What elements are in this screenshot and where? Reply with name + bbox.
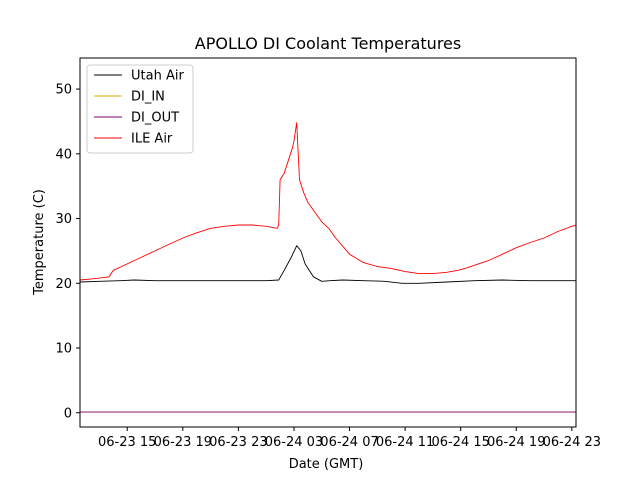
x-tick-label: 06-23 15 xyxy=(98,435,156,450)
y-tick-label: 50 xyxy=(55,83,72,98)
legend-label-di-in: DI_IN xyxy=(131,90,165,105)
series-line-utah-air xyxy=(80,245,576,284)
legend: Utah Air DI_IN DI_OUT ILE Air xyxy=(86,64,194,154)
series-layer xyxy=(80,122,576,413)
x-tick-label: 06-24 03 xyxy=(265,435,323,450)
y-axis-ticks: 0 10 20 30 40 50 xyxy=(55,83,80,421)
y-tick-label: 10 xyxy=(55,342,72,357)
legend-label-di-out: DI_OUT xyxy=(131,111,179,126)
y-axis-label: Temperature (C) xyxy=(32,189,47,296)
legend-frame xyxy=(86,64,194,154)
legend-label-utah-air: Utah Air xyxy=(131,69,184,84)
y-tick-label: 20 xyxy=(55,277,72,292)
x-tick-label: 06-24 23 xyxy=(543,435,601,450)
x-tick-label: 06-24 07 xyxy=(320,435,378,450)
x-tick-label: 06-24 19 xyxy=(487,435,545,450)
x-tick-label: 06-23 23 xyxy=(209,435,267,450)
chart-title: APOLLO DI Coolant Temperatures xyxy=(195,34,461,53)
legend-label-ile-air: ILE Air xyxy=(131,132,173,147)
x-tick-label: 06-23 19 xyxy=(154,435,212,450)
y-tick-label: 40 xyxy=(55,147,72,162)
series-line-ile-air xyxy=(80,122,576,281)
x-tick-label: 06-24 15 xyxy=(431,435,489,450)
x-tick-label: 06-24 11 xyxy=(376,435,434,450)
y-tick-label: 0 xyxy=(64,406,72,421)
y-tick-label: 30 xyxy=(55,212,72,227)
plot-frame xyxy=(79,57,577,428)
x-axis-label: Date (GMT) xyxy=(289,457,364,472)
